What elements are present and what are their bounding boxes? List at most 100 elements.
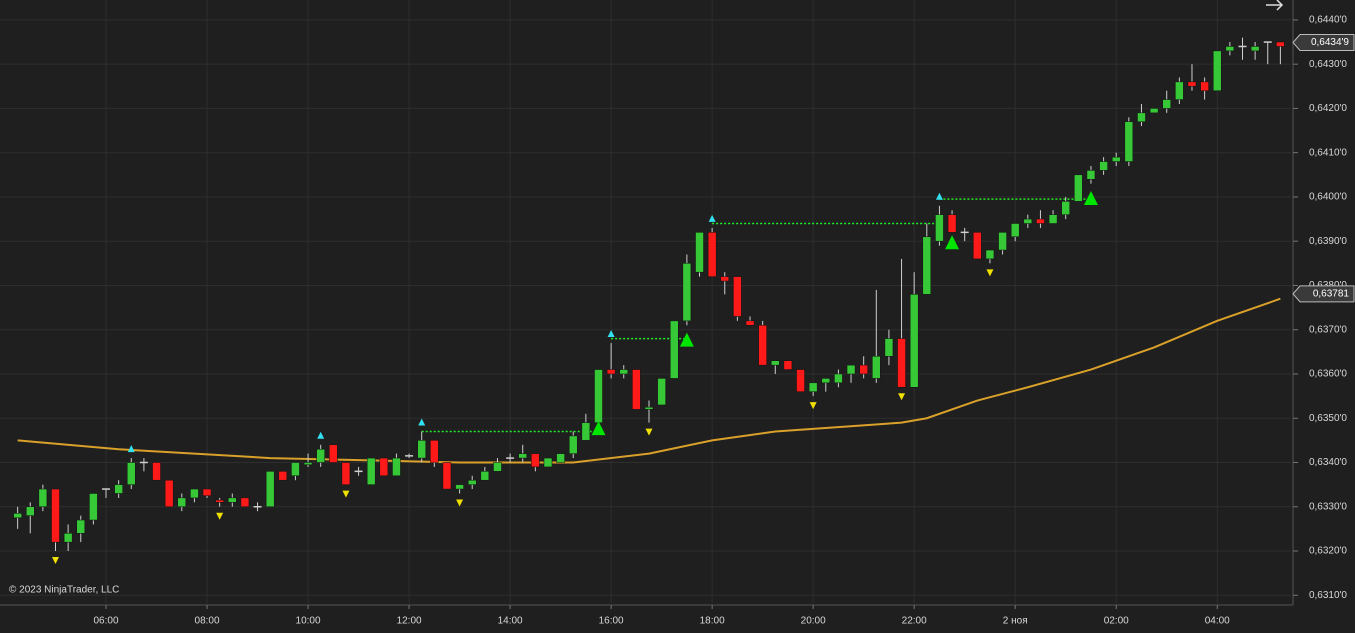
candle-body (303, 462, 313, 465)
y-tick-label: 0,6320'0 (1309, 546, 1347, 557)
signal-down-marker (986, 269, 994, 277)
entry-marker (1083, 190, 1098, 205)
x-tick-label: 02:00 (1104, 616, 1129, 627)
candle-body (265, 471, 275, 507)
candle-body (1023, 218, 1033, 224)
candle-body (695, 232, 704, 273)
candle-body (1276, 41, 1285, 47)
candle-body (973, 232, 982, 260)
candle-body (379, 457, 389, 477)
candle-body (366, 457, 376, 485)
signal-down-marker (898, 393, 906, 401)
candle-body (568, 435, 578, 454)
y-tick-label: 0,6310'0 (1309, 590, 1347, 601)
candle-body (329, 444, 338, 463)
candle-body (884, 338, 894, 357)
candle-body (1212, 50, 1222, 91)
candle-body (632, 369, 641, 410)
candle-body (606, 369, 616, 375)
candle-body (846, 364, 856, 375)
moving-average (17, 297, 1281, 464)
candle-body (26, 506, 35, 516)
candle-body (316, 448, 325, 463)
signal-down-marker (456, 499, 464, 507)
candle-body (190, 488, 199, 499)
candle-body (89, 493, 98, 521)
signal-up-marker (607, 329, 615, 337)
x-tick-label: 10:00 (296, 616, 321, 627)
x-tick-label: 2 ноя (1003, 616, 1028, 627)
signal-up-marker (317, 431, 325, 439)
candle-body (518, 453, 527, 459)
last-price-label: 0,6434'9 (1311, 37, 1349, 48)
candle-body (1010, 223, 1020, 238)
candle-body (1149, 108, 1159, 114)
y-tick-label: 0,6360'0 (1309, 369, 1347, 380)
signal-up-marker (418, 418, 426, 426)
ma-price-label-box (1292, 285, 1355, 303)
candle-body (1175, 81, 1184, 100)
candle-body (1250, 46, 1260, 52)
x-tick-label: 18:00 (700, 616, 725, 627)
signal-down-marker (52, 557, 60, 565)
candle-body (1086, 170, 1096, 180)
candle-body (758, 325, 767, 366)
candle-body (985, 249, 995, 260)
candle-body (1162, 99, 1171, 109)
candle-body (922, 236, 932, 295)
y-tick-label: 0,6330'0 (1309, 501, 1347, 512)
y-tick-label: 0,6340'0 (1309, 457, 1347, 468)
candle-body (947, 214, 957, 233)
candle-body (1099, 161, 1108, 171)
signal-up-marker (708, 214, 716, 222)
candle-body (909, 294, 919, 388)
y-tick-label: 0,6370'0 (1309, 324, 1347, 335)
candle-body (215, 499, 224, 503)
candle-body (455, 484, 464, 490)
y-tick-label: 0,6430'0 (1309, 59, 1347, 70)
candle-body (771, 360, 780, 366)
signal-down-marker (645, 428, 653, 436)
last-price-label-box (1292, 33, 1355, 51)
candle-body (278, 471, 288, 481)
y-tick-label: 0,6440'0 (1309, 15, 1347, 26)
scroll-arrow[interactable] (1266, 0, 1284, 11)
x-tick-label: 22:00 (902, 616, 927, 627)
candle-body (114, 484, 123, 494)
candle-body (998, 232, 1007, 251)
candle-body (619, 369, 628, 375)
candle-body (51, 488, 60, 543)
y-tick-label: 0,6400'0 (1309, 192, 1347, 203)
candle-body (228, 497, 237, 503)
candle-body (796, 369, 805, 392)
candle-body (657, 378, 666, 406)
candle-body (859, 364, 868, 375)
candle-body (341, 462, 351, 485)
y-tick-label: 0,6420'0 (1309, 103, 1347, 114)
candle-body (644, 406, 654, 410)
entry-marker (679, 332, 694, 347)
candle-body (38, 488, 48, 507)
candle-body (240, 497, 250, 507)
candle-body (543, 457, 553, 468)
candle-body (1111, 156, 1121, 162)
candle-body (720, 276, 730, 282)
candle-body (594, 369, 603, 423)
candle-body (1074, 174, 1083, 202)
candle-body (76, 519, 86, 534)
candle-body (531, 453, 540, 468)
candle-body (745, 320, 755, 326)
candle-body (177, 497, 187, 507)
x-tick-label: 12:00 (397, 616, 422, 627)
x-tick-label: 20:00 (801, 616, 826, 627)
entry-marker (945, 235, 960, 250)
signal-up-marker (935, 192, 943, 200)
copyright: © 2023 NinjaTrader, LLC (9, 585, 119, 596)
candle-body (202, 488, 212, 496)
candle-body (392, 457, 401, 477)
candle-body (63, 533, 73, 543)
candle-body (581, 422, 591, 441)
candle-body (897, 338, 906, 388)
candle-body (13, 513, 22, 519)
